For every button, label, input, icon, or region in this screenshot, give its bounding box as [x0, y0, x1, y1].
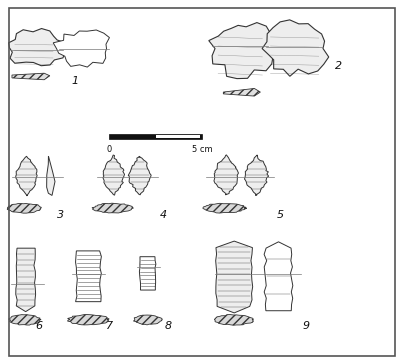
Polygon shape [92, 203, 133, 213]
Polygon shape [67, 314, 109, 325]
Polygon shape [53, 30, 109, 67]
Text: 3: 3 [57, 210, 64, 219]
Text: 9: 9 [302, 321, 309, 331]
Text: 2: 2 [335, 61, 343, 71]
Polygon shape [9, 314, 41, 325]
Polygon shape [264, 242, 293, 311]
Polygon shape [133, 315, 162, 325]
Text: 4: 4 [160, 210, 166, 219]
Text: 5 cm: 5 cm [191, 145, 213, 154]
Polygon shape [215, 314, 253, 325]
Text: 0: 0 [107, 145, 112, 154]
Polygon shape [103, 155, 124, 195]
Polygon shape [214, 155, 238, 195]
Text: 5: 5 [277, 210, 284, 219]
Polygon shape [128, 156, 151, 195]
Text: 1: 1 [72, 76, 79, 86]
Text: 8: 8 [164, 321, 171, 331]
Polygon shape [262, 20, 329, 76]
Polygon shape [7, 203, 41, 213]
Polygon shape [16, 156, 37, 196]
Polygon shape [203, 203, 247, 213]
Polygon shape [12, 73, 50, 80]
Text: 6: 6 [36, 321, 42, 331]
Polygon shape [223, 88, 261, 96]
Polygon shape [16, 248, 36, 312]
Polygon shape [8, 28, 66, 66]
Polygon shape [244, 155, 269, 195]
Polygon shape [216, 241, 252, 313]
Polygon shape [46, 156, 55, 195]
Text: 7: 7 [106, 321, 113, 331]
Bar [156, 135, 200, 138]
Polygon shape [209, 23, 276, 79]
Bar [109, 134, 202, 139]
Polygon shape [76, 251, 101, 302]
Polygon shape [139, 257, 156, 290]
